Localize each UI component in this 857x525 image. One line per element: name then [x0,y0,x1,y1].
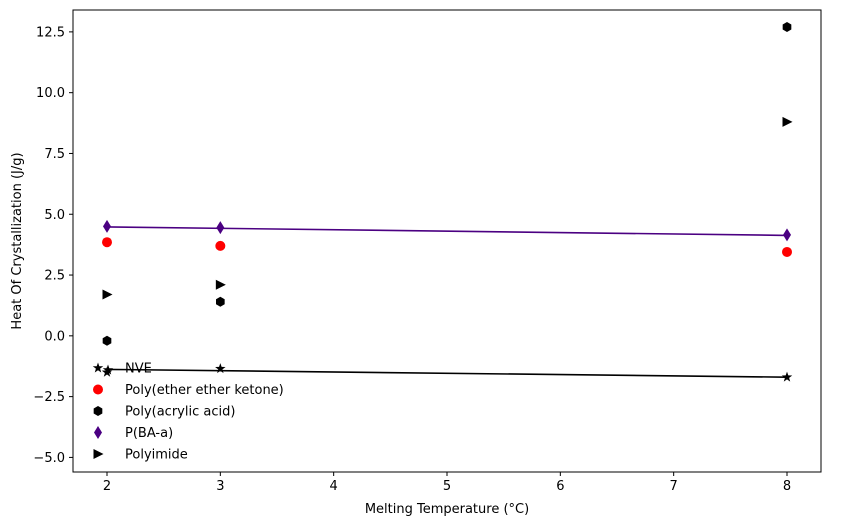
legend-item: NVE [92,362,152,377]
legend-marker [92,362,104,373]
legend-label: Poly(acrylic acid) [125,405,235,420]
data-point [103,219,111,233]
legend-item: P(BA-a) [94,426,173,441]
data-point [783,228,791,242]
y-tick-label: 5.0 [44,208,65,223]
data-point [782,116,793,127]
x-tick-label: 6 [556,479,564,494]
y-axis-ticks: −5.0 −2.5 0.0 2.5 5.0 7.5 10.0 12.5 [33,25,73,466]
x-tick-label: 8 [783,479,791,494]
legend-marker [94,426,102,439]
legend-label: Poly(ether ether ketone) [125,383,284,398]
data-point [216,221,225,235]
y-tick-label: 2.5 [44,269,65,284]
fit-lines [106,226,788,378]
x-tick-label: 2 [103,479,111,494]
data-point [215,363,226,374]
legend-label: Polyimide [125,448,188,463]
legend-marker [93,384,103,395]
x-tick-label: 7 [670,479,678,494]
legend-label: NVE [125,362,152,377]
y-axis-label: Heat Of Crystallization (J/g) [10,152,25,329]
x-tick-label: 4 [330,479,338,494]
x-axis-label: Melting Temperature (°C) [365,502,529,517]
fit-line [106,368,788,378]
data-markers [101,22,793,382]
x-tick-label: 5 [443,479,451,494]
legend-item: Polyimide [93,448,188,463]
data-point [102,335,112,346]
y-tick-label: 12.5 [36,25,65,40]
data-point [102,289,113,300]
data-point [102,237,112,248]
y-tick-label: 0.0 [44,329,65,344]
y-tick-label: 7.5 [44,147,65,162]
data-point [781,371,793,382]
data-point [215,240,226,251]
legend-item: Poly(ether ether ketone) [93,383,284,398]
legend-item: Poly(acrylic acid) [93,405,235,420]
data-point [216,296,225,307]
x-tick-label: 3 [216,479,224,494]
plot-area-frame [72,9,822,473]
data-point [782,246,792,257]
fit-line [106,226,788,237]
y-tick-label: −2.5 [33,390,65,405]
legend: NVE Poly(ether ether ketone) Poly(acrylic … [92,362,284,463]
legend-marker [93,449,104,459]
legend-marker [102,364,114,375]
y-tick-label: 10.0 [36,86,65,101]
legend-label: P(BA-a) [125,426,173,441]
data-point [782,22,792,33]
x-axis-ticks: 2 3 4 5 6 7 8 [103,472,791,494]
data-point [215,279,226,290]
legend-marker [93,406,103,416]
y-tick-label: −5.0 [33,451,65,466]
